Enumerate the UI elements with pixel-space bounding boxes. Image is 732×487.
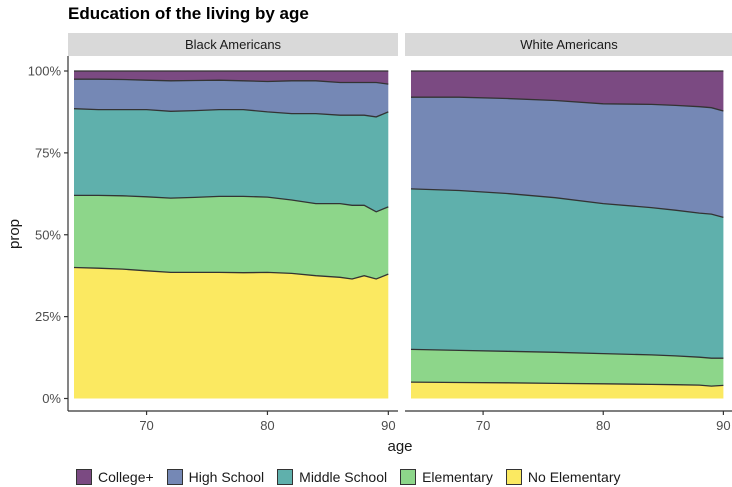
y-tick-label: 25% (35, 309, 61, 324)
legend: College+ High School Middle School Elementa… (76, 469, 634, 485)
legend-item-no-elementary: No Elementary (505, 469, 621, 485)
area-high-school (74, 79, 389, 117)
strip-background (68, 33, 398, 56)
x-axis-title: age (387, 438, 412, 455)
legend-label: No Elementary (527, 469, 621, 485)
boundary-elementary (74, 194, 389, 213)
legend-label: Middle School (299, 469, 388, 485)
legend-item-middle-school: Middle School (277, 469, 387, 485)
y-tick-label: 75% (35, 145, 61, 160)
x-tick-label: 70 (476, 418, 490, 433)
x-tick-label: 80 (260, 418, 274, 433)
boundary-no-elementary (73, 266, 389, 280)
area-elementary (74, 195, 389, 279)
area-middle-school (74, 108, 389, 212)
y-axis-title: prop (6, 219, 23, 249)
boundary-high-school (411, 96, 724, 112)
x-tick-label: 70 (139, 418, 153, 433)
legend-key-elementary (400, 469, 417, 485)
area-college (74, 71, 389, 85)
boundary-middle-school (73, 108, 389, 118)
area-middle-school (411, 188, 724, 359)
x-tick-label: 90 (381, 418, 395, 433)
strip-label: Black Americans (185, 37, 282, 52)
y-tick-label: 100% (28, 64, 62, 79)
area-high-school (411, 97, 724, 218)
area-no-elementary (411, 382, 724, 399)
legend-label: College+ (98, 469, 154, 485)
y-axis: 0% 25% 50% 75% 100% (28, 56, 69, 411)
boundary-middle-school (410, 188, 724, 219)
y-tick-label: 0% (42, 391, 61, 406)
strip-label: White Americans (520, 37, 618, 52)
y-tick-label: 50% (35, 227, 61, 242)
boundary-high-school (74, 78, 389, 85)
legend-key-college (76, 469, 92, 485)
panel-black-americans: Black Americans 70 80 90 (68, 33, 398, 433)
legend-label: High School (188, 469, 265, 485)
legend-label: Elementary (422, 469, 493, 485)
area-elementary (411, 349, 724, 387)
panel-white-americans: White Americans 70 80 90 (405, 33, 732, 433)
x-tick-label: 90 (716, 418, 730, 433)
chart-title: Education of the living by age (68, 4, 309, 23)
legend-key-middle-school (277, 469, 294, 485)
legend-item-college: College+ (76, 469, 154, 485)
legend-key-no-elementary (505, 469, 522, 485)
strip-background (405, 33, 732, 56)
boundary-no-elementary (410, 381, 724, 387)
legend-key-high-school (166, 469, 183, 485)
x-tick-label: 80 (596, 418, 610, 433)
area-no-elementary (74, 267, 389, 399)
boundary-elementary (410, 348, 724, 359)
legend-item-elementary: Elementary (400, 469, 493, 485)
area-college (411, 71, 724, 111)
legend-item-high-school: High School (166, 469, 265, 485)
